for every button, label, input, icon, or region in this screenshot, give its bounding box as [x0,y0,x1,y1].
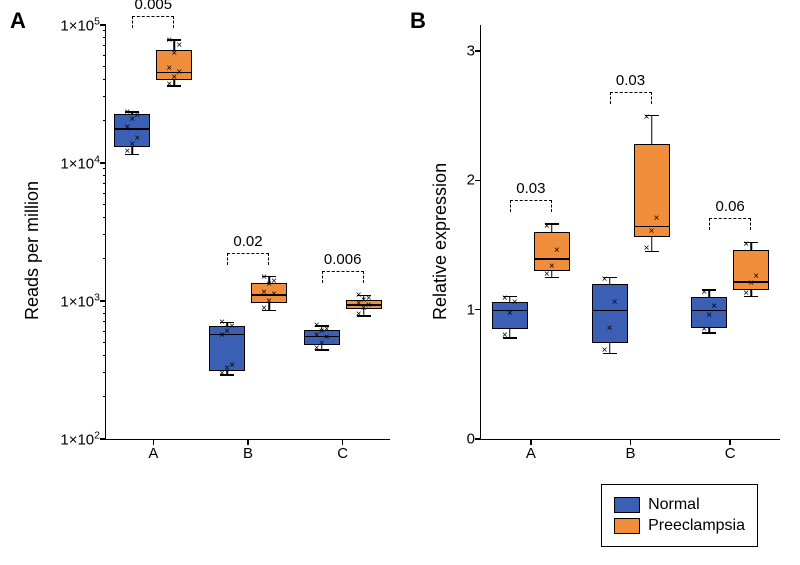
xtick-label: C [337,439,348,462]
boxplot-box [114,114,150,147]
data-point: × [166,36,172,46]
ytick-label: 1×102 [60,430,106,449]
boxplot-box [346,300,382,310]
pvalue-label: 0.02 [233,233,262,250]
data-point: × [124,147,130,157]
ytick-label: 0 [467,431,481,448]
pvalue-label: 0.06 [716,198,745,215]
ytick-label: 2 [467,172,481,189]
legend-swatch-preeclampsia [614,518,640,534]
boxplot-box [251,283,287,303]
boxplot-box [691,297,727,328]
legend-label-preeclampsia: Preeclampsia [648,517,745,535]
boxplot-box [156,50,192,80]
ytick-label: 1×103 [60,292,106,311]
panel-b: B Relative expression 0123ABC×××××××××××… [400,0,800,470]
boxplot-box [209,326,245,371]
pvalue-label: 0.005 [135,0,173,13]
xtick-label: A [148,439,158,462]
data-point: × [544,270,550,280]
pvalue-bracket [510,200,552,212]
boxplot-box [492,302,528,329]
ytick-label: 1×105 [60,16,106,35]
data-point: × [644,244,650,254]
panel-a-label: A [10,8,26,34]
legend-item-normal: Normal [614,496,745,514]
pvalue-bracket [132,16,174,28]
boxplot-box [634,144,670,237]
xtick-label: B [243,439,253,462]
panel-b-plot: 0123ABC××××××××××××××××××××××××0.030.030… [480,25,780,440]
data-point: × [261,273,267,283]
ytick-label: 1×104 [60,154,106,173]
pvalue-label: 0.03 [516,180,545,197]
data-point: × [602,346,608,356]
data-point: × [502,331,508,341]
pvalue-bracket [610,92,652,104]
panel-a-plot: 1×1021×1031×1041×105ABC×××××××××××××××××… [105,25,390,440]
legend-swatch-normal [614,497,640,513]
legend-label-normal: Normal [648,496,700,514]
xtick-label: A [526,439,536,462]
xtick-label: B [625,439,635,462]
boxplot-box [304,330,340,345]
panel-b-ylabel: Relative expression [430,163,451,320]
ytick-label: 1 [467,301,481,318]
boxplot-box [733,250,769,290]
panel-a: A Reads per million 1×102 1×103 1×104 1×105… [0,0,400,470]
pvalue-bracket [709,218,751,230]
boxplot-box [534,232,570,271]
panel-b-label: B [410,8,426,34]
legend: Normal Preeclampsia [601,484,758,547]
pvalue-label: 0.03 [616,72,645,89]
boxplot-box [592,284,628,344]
pvalue-bracket [322,271,364,283]
panel-a-ylabel: Reads per million [22,181,43,320]
legend-item-preeclampsia: Preeclampsia [614,517,745,535]
pvalue-label: 0.006 [324,251,362,268]
ytick-label: 3 [467,42,481,59]
figure: A Reads per million 1×102 1×103 1×104 1×105… [0,0,800,565]
pvalue-bracket [227,253,269,265]
xtick-label: C [725,439,736,462]
data-point: × [743,289,749,299]
